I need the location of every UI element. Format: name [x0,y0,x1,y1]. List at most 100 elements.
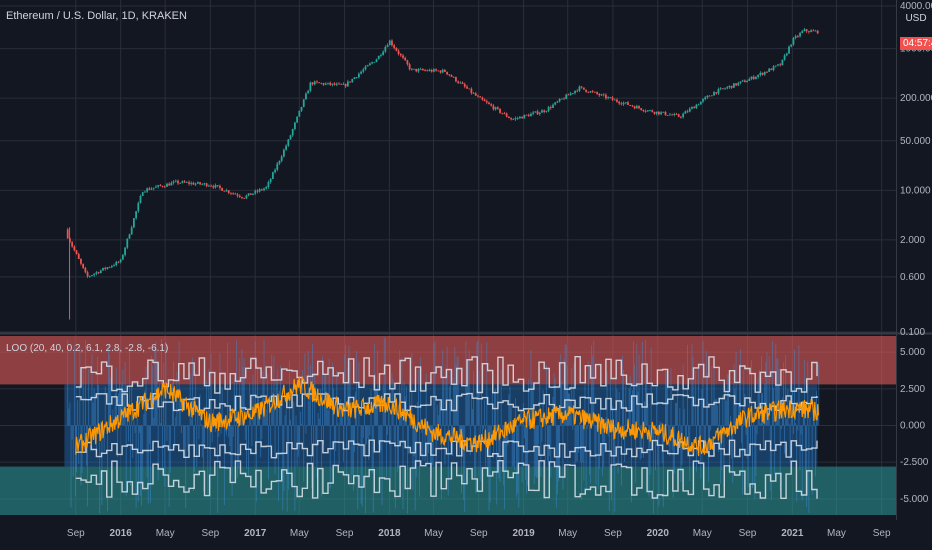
candle-body [574,90,576,94]
candle-body [735,83,737,86]
candle-body [353,77,356,79]
candle-body [258,189,261,192]
candle-body [702,99,704,102]
time-tick-label: May [558,528,577,539]
candle-body [713,92,715,96]
candle-body [119,259,122,263]
candle-body [580,86,583,88]
main-chart-title: Ethereum / U.S. Dollar, 1D, KRAKEN [6,10,187,22]
candle-body [260,189,263,191]
candle-body [677,114,680,117]
candle-body [190,182,193,184]
candle-body [594,91,596,93]
candle-body [73,246,76,251]
candle-body [130,227,133,235]
candle-body [501,112,504,114]
candle-body [521,116,524,119]
candle-body [799,32,801,37]
candle-body [766,71,768,73]
time-tick-label: Sep [336,528,354,539]
candle-body [152,187,155,189]
candle-body [472,93,475,94]
candle-body [605,94,607,99]
time-tick-label: Sep [739,528,757,539]
candle-body [697,104,700,106]
candle-body [331,83,334,85]
candle-body [91,275,93,276]
candle-body [245,195,248,199]
candle-body [457,81,460,83]
oscillator-series [75,376,819,457]
candle-body [276,163,279,170]
time-tick-label: May [827,528,846,539]
candle-body [419,69,422,70]
band-lower-inner [75,439,818,459]
time-axis: Sep 2016 May Sep 2017 May Sep 2018 May Sep 2019 May… [67,528,891,539]
candle-body [185,182,188,183]
candle-body [227,190,230,193]
candle-body [137,203,140,212]
candle-body [781,59,784,66]
candle-body [549,107,552,108]
time-tick-label: 2021 [781,528,804,539]
candle-body [563,98,565,100]
candle-body [810,30,812,33]
candle-body [578,86,581,91]
candle-body [507,116,510,119]
candle-body [413,68,415,70]
candle-body [655,111,658,114]
candle-body [629,104,632,106]
candle-body [794,36,797,39]
candle-body [377,55,380,60]
candle-body [406,60,409,65]
candle-body [704,97,707,100]
candle-body [768,68,771,72]
candle-body [148,188,151,190]
candle-body [223,190,226,192]
candle-body [525,114,528,116]
candle-body [135,211,138,219]
candle-body [155,186,157,188]
candle-body [265,186,268,189]
candle-body [159,185,162,186]
candle-body [633,106,636,109]
candle-body [627,102,629,105]
candle-body [402,55,404,58]
candle-body [479,96,482,98]
candle-body [759,72,762,76]
candle-body [132,218,135,228]
currency-label[interactable]: USD [900,12,932,25]
candle-body [596,92,599,94]
candle-body [459,82,462,84]
candle-body [183,181,186,183]
candle-body [84,267,87,273]
candle-body [395,47,398,51]
candle-body [351,78,354,83]
candle-body [814,30,817,32]
candle-body [576,90,579,92]
candle-body [430,69,433,72]
candle-body [589,91,592,93]
candle-body [124,247,126,256]
time-tick-label: May [290,528,309,539]
price-tick-label: 4000.000 [900,1,932,12]
candle-body [80,259,82,264]
candle-body [706,95,709,98]
candle-body [380,55,382,56]
candle-body [536,111,539,115]
candle-body [657,111,660,115]
candle-body [452,76,455,78]
candle-body [607,97,610,99]
time-tick-label: Sep [604,528,622,539]
candle-body [496,107,499,109]
candle-body [86,272,89,277]
candle-body [477,95,479,97]
candle-body [805,29,808,32]
candle-body [432,69,435,72]
candle-body [203,183,206,185]
candle-body [510,118,512,120]
candle-body [763,71,766,75]
candle-body [170,182,173,186]
candle-body [318,82,321,84]
